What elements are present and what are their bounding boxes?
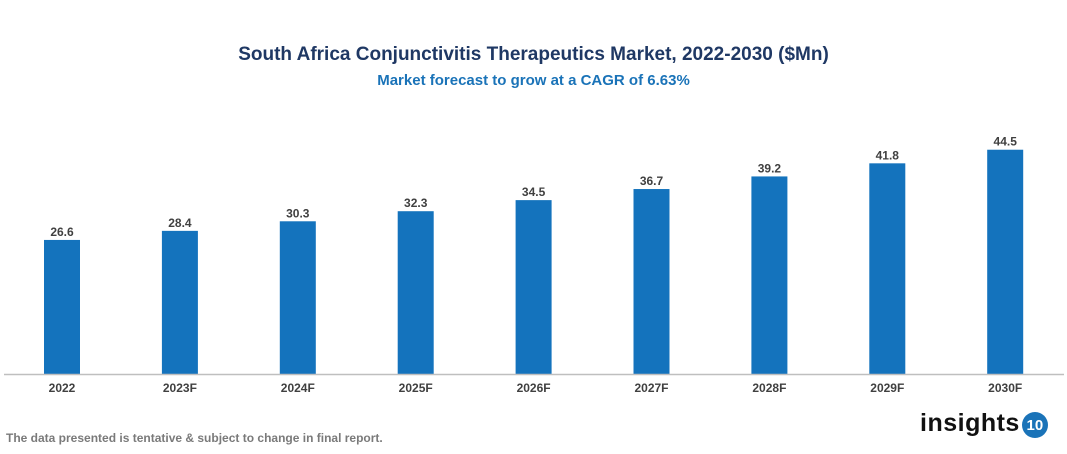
x-tick-label: 2025F — [399, 381, 433, 395]
insights10-logo: insights 10 — [920, 408, 1048, 438]
data-label: 30.3 — [286, 206, 310, 220]
x-tick-label: 2026F — [517, 381, 551, 395]
bar — [279, 221, 316, 374]
data-label: 36.7 — [640, 174, 664, 188]
data-label: 39.2 — [758, 161, 782, 175]
chart-title: South Africa Conjunctivitis Therapeutics… — [238, 44, 829, 65]
logo-text: insights — [920, 408, 1020, 437]
bar — [515, 200, 552, 374]
x-tick-label: 2024F — [281, 381, 315, 395]
data-label: 44.5 — [994, 135, 1018, 149]
bar — [751, 176, 788, 374]
bar — [397, 211, 434, 374]
x-tick-label: 2022 — [49, 381, 76, 395]
x-tick-label: 2027F — [634, 381, 668, 395]
x-tick-label: 2029F — [870, 381, 904, 395]
data-label: 28.4 — [168, 216, 192, 230]
logo-badge: 10 — [1021, 412, 1048, 438]
data-label: 26.6 — [50, 225, 74, 239]
bar — [161, 230, 198, 374]
x-tick-label: 2030F — [988, 381, 1022, 395]
footer-note: The data presented is tentative & subjec… — [6, 431, 383, 445]
data-label: 34.5 — [522, 185, 546, 199]
bar — [44, 239, 80, 374]
bar — [869, 163, 906, 374]
chart-subtitle: Market forecast to grow at a CAGR of 6.6… — [377, 72, 690, 89]
data-label: 32.3 — [404, 196, 428, 210]
x-tick-label: 2023F — [163, 381, 197, 395]
bar — [633, 189, 670, 374]
data-label: 41.8 — [876, 148, 900, 162]
x-tick-label: 2028F — [752, 381, 786, 395]
bar — [987, 149, 1024, 374]
